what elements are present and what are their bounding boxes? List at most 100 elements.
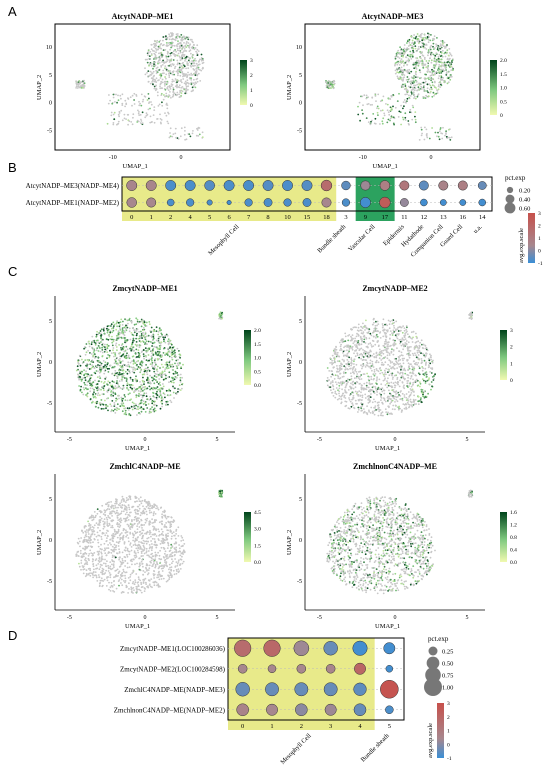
umap-point bbox=[364, 366, 367, 368]
umap-point bbox=[118, 344, 120, 346]
umap-point bbox=[162, 385, 165, 388]
umap-point bbox=[382, 335, 385, 338]
umap-point bbox=[350, 387, 352, 390]
umap-point bbox=[387, 341, 390, 344]
umap-point bbox=[89, 374, 91, 377]
umap-point bbox=[416, 76, 419, 79]
umap-point bbox=[95, 370, 98, 372]
umap-point bbox=[382, 349, 385, 352]
umap-point bbox=[154, 346, 157, 348]
umap-point bbox=[138, 111, 140, 113]
umap-point bbox=[166, 58, 169, 61]
umap-point bbox=[91, 387, 94, 390]
umap-point bbox=[166, 82, 169, 84]
umap-point bbox=[417, 384, 420, 387]
umap-point bbox=[393, 321, 396, 324]
umap-point bbox=[437, 69, 439, 71]
umap-point bbox=[135, 323, 138, 326]
umap-point bbox=[123, 394, 126, 396]
umap-point bbox=[119, 329, 122, 331]
umap-point bbox=[115, 409, 118, 412]
umap-point bbox=[367, 356, 369, 359]
umap-point bbox=[84, 372, 87, 375]
umap-point bbox=[149, 388, 152, 391]
umap-point bbox=[331, 85, 333, 87]
colorbar-tick-label: 0 bbox=[500, 113, 503, 119]
umap-point bbox=[335, 383, 338, 386]
umap-point bbox=[144, 411, 147, 413]
umap-point bbox=[147, 70, 150, 72]
umap-point bbox=[424, 364, 427, 366]
umap-point bbox=[179, 56, 182, 59]
umap-point bbox=[334, 390, 337, 393]
umap-point bbox=[179, 89, 182, 92]
umap-point bbox=[394, 57, 397, 60]
umap-point bbox=[171, 358, 174, 361]
umap-point bbox=[449, 139, 452, 141]
umap-point bbox=[156, 390, 158, 393]
umap-point bbox=[113, 323, 116, 326]
umap-point bbox=[146, 113, 149, 116]
umap-point bbox=[365, 117, 368, 119]
umap-point bbox=[379, 337, 382, 339]
umap-point bbox=[192, 41, 194, 44]
umap-point bbox=[375, 389, 378, 392]
umap-point bbox=[186, 44, 189, 47]
umap-point bbox=[386, 380, 388, 382]
umap-point bbox=[147, 354, 150, 356]
umap-point bbox=[396, 337, 399, 340]
umap-point bbox=[416, 337, 418, 340]
umap-point bbox=[415, 36, 418, 38]
umap-point bbox=[137, 321, 140, 324]
umap-point bbox=[344, 371, 347, 374]
umap-point bbox=[172, 59, 175, 61]
umap-point bbox=[107, 409, 109, 412]
umap-point bbox=[103, 384, 106, 387]
y-tick-label: 0 bbox=[49, 360, 52, 366]
umap-point bbox=[438, 66, 441, 68]
umap-point bbox=[123, 334, 126, 337]
umap-point bbox=[400, 104, 402, 107]
umap-point bbox=[102, 360, 105, 362]
umap-point bbox=[127, 322, 129, 325]
umap-point bbox=[99, 330, 102, 332]
umap-point bbox=[122, 387, 124, 390]
umap-point bbox=[381, 323, 384, 325]
umap-point bbox=[434, 373, 436, 375]
colorbar-tick-label: 1.0 bbox=[254, 356, 261, 362]
umap-point bbox=[382, 318, 385, 321]
umap-point bbox=[408, 385, 410, 387]
umap-point bbox=[389, 117, 392, 120]
umap-point bbox=[387, 111, 390, 114]
umap-point bbox=[367, 343, 370, 345]
umap-point bbox=[431, 361, 434, 364]
umap-point bbox=[150, 121, 153, 124]
umap-point bbox=[138, 320, 141, 323]
umap-point bbox=[413, 34, 415, 36]
umap-point bbox=[143, 368, 146, 371]
y-tick-label: -5 bbox=[47, 128, 52, 134]
umap-point bbox=[151, 402, 154, 405]
umap-point bbox=[139, 407, 142, 410]
umap-point bbox=[425, 372, 428, 375]
umap-point bbox=[429, 92, 431, 94]
umap-point bbox=[159, 39, 162, 42]
umap-point bbox=[368, 382, 371, 384]
umap-point bbox=[160, 376, 163, 378]
umap-point bbox=[129, 376, 132, 379]
umap-point bbox=[94, 393, 97, 395]
umap-point bbox=[397, 395, 399, 398]
umap-point bbox=[419, 71, 422, 74]
umap-point bbox=[330, 381, 332, 383]
umap-point bbox=[146, 376, 149, 379]
umap-point bbox=[108, 508, 111, 511]
umap-point bbox=[340, 365, 343, 368]
umap-point bbox=[366, 352, 369, 354]
umap-point bbox=[373, 413, 376, 416]
umap-point bbox=[158, 341, 160, 343]
umap-point bbox=[172, 50, 175, 53]
umap-point bbox=[112, 366, 114, 369]
umap-point bbox=[190, 52, 192, 55]
umap-point bbox=[170, 42, 173, 45]
umap-point bbox=[166, 60, 168, 63]
